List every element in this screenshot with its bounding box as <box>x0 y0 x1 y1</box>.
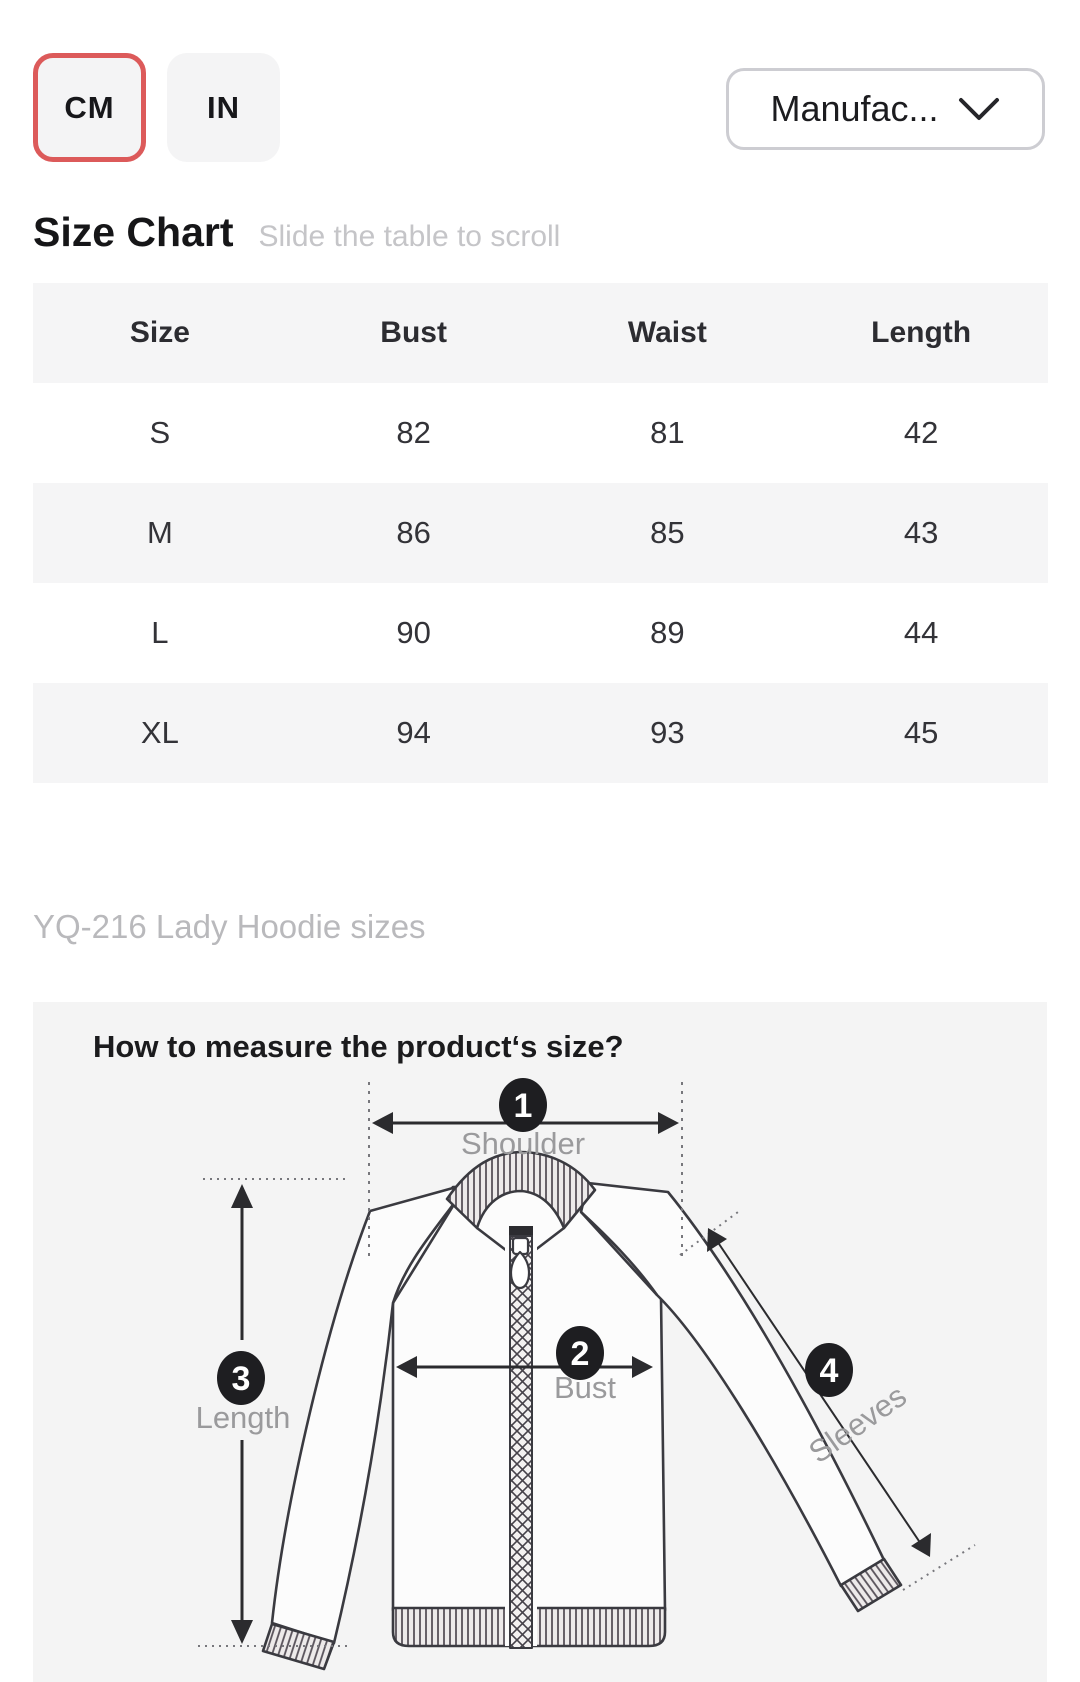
unit-cm-button[interactable]: CM <box>33 53 146 162</box>
section-header: Size Chart Slide the table to scroll <box>33 209 560 256</box>
length-label: Length <box>196 1400 291 1435</box>
bust-label: Bust <box>554 1370 616 1405</box>
unit-in-label: IN <box>207 89 240 125</box>
table-cell: 86 <box>396 515 431 550</box>
table-header-row: Size Bust Waist Length <box>33 283 1048 383</box>
size-table-caption: YQ-216 Lady Hoodie sizes <box>33 908 426 945</box>
badge-2-number: 2 <box>571 1335 590 1373</box>
table-cell: S <box>149 415 171 450</box>
badge-2 <box>556 1326 604 1380</box>
table-cell: Waist <box>627 316 707 349</box>
table-cell: Length <box>871 316 972 349</box>
table-cell: 94 <box>396 715 431 750</box>
table-row: M 86 85 43 <box>33 483 1048 583</box>
table-cell: 82 <box>396 415 431 450</box>
measure-guide-panel: 1 Shoulder 2 Bust 3 Length <box>33 1002 1047 1682</box>
table-cell: 89 <box>650 615 685 650</box>
size-table[interactable]: Size Bust Waist Length S 82 81 42 M 86 85 43 L 90 89 44… <box>33 283 1048 783</box>
scroll-hint: Slide the table to scroll <box>258 220 561 253</box>
badge-3 <box>217 1351 265 1405</box>
size-standard-value: Manufac... <box>770 88 939 129</box>
badge-1 <box>499 1078 547 1132</box>
table-cell: L <box>151 615 169 650</box>
chevron-down-icon <box>958 98 999 120</box>
page-title: Size Chart <box>33 209 234 255</box>
unit-cm-label: CM <box>64 89 115 125</box>
table-cell: 93 <box>650 715 685 750</box>
table-cell: 85 <box>650 515 685 550</box>
measure-diagram: 1 Shoulder 2 Bust 3 Length <box>196 1078 976 1671</box>
badge-4 <box>805 1343 853 1397</box>
table-cell: Size <box>129 316 190 349</box>
badge-3-number: 3 <box>232 1360 251 1398</box>
table-cell: 42 <box>903 415 939 450</box>
size-standard-dropdown[interactable]: Manufac... <box>726 68 1045 150</box>
table-row: XL 94 93 45 <box>33 683 1048 783</box>
badge-1-number: 1 <box>514 1087 533 1125</box>
table-cell: 81 <box>650 415 685 450</box>
table-cell: 44 <box>903 615 939 650</box>
measure-guide-title: How to measure the product‘s size? <box>93 1029 624 1064</box>
table-cell: XL <box>140 715 179 750</box>
table-cell: M <box>146 515 173 550</box>
shoulder-label: Shoulder <box>461 1126 585 1161</box>
table-row: L 90 89 44 <box>33 583 1048 683</box>
table-cell: Bust <box>380 316 447 349</box>
unit-in-button[interactable]: IN <box>167 53 280 162</box>
jacket-illustration <box>261 1150 903 1671</box>
table-cell: 43 <box>903 515 939 550</box>
table-cell: 90 <box>396 615 431 650</box>
table-cell: 45 <box>903 715 939 750</box>
badge-4-number: 4 <box>820 1352 839 1390</box>
table-row: S 82 81 42 <box>33 383 1048 483</box>
